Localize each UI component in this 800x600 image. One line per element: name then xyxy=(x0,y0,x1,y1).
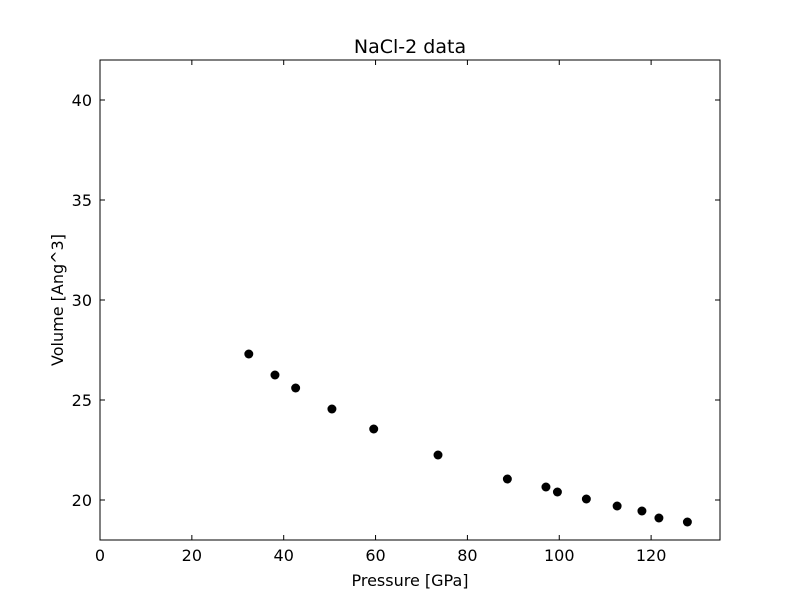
chart-title: NaCl-2 data xyxy=(354,36,466,58)
data-point xyxy=(637,506,647,516)
y-tick-label: 35 xyxy=(72,191,92,210)
data-point xyxy=(327,404,337,414)
y-tick-label: 40 xyxy=(72,91,92,110)
data-point xyxy=(654,513,664,523)
data-point xyxy=(541,482,551,492)
data-point xyxy=(270,370,280,380)
data-point xyxy=(552,487,562,497)
x-axis-label: Pressure [GPa] xyxy=(351,571,468,590)
data-point xyxy=(244,349,254,359)
data-point xyxy=(433,450,443,460)
x-tick-label: 120 xyxy=(636,546,667,565)
y-tick-label: 20 xyxy=(72,491,92,510)
x-tick-label: 40 xyxy=(274,546,294,565)
y-tick-label: 30 xyxy=(72,291,92,310)
x-tick-label: 80 xyxy=(457,546,477,565)
data-point xyxy=(502,474,512,484)
y-axis-label: Volume [Ang^3] xyxy=(48,234,67,366)
axis-ticks: 0 20 40 60 80 100 120 20 25 30 35 40 xyxy=(72,60,720,565)
data-points xyxy=(244,349,692,527)
data-point xyxy=(581,494,591,504)
data-point xyxy=(369,424,379,434)
x-tick-label: 0 xyxy=(95,546,105,565)
data-point xyxy=(291,383,301,393)
x-tick-label: 20 xyxy=(182,546,202,565)
data-point xyxy=(612,501,622,511)
data-point xyxy=(682,517,692,527)
y-tick-label: 25 xyxy=(72,391,92,410)
plot-area-frame xyxy=(99,59,721,541)
x-tick-label: 100 xyxy=(544,546,575,565)
x-tick-label: 60 xyxy=(365,546,385,565)
